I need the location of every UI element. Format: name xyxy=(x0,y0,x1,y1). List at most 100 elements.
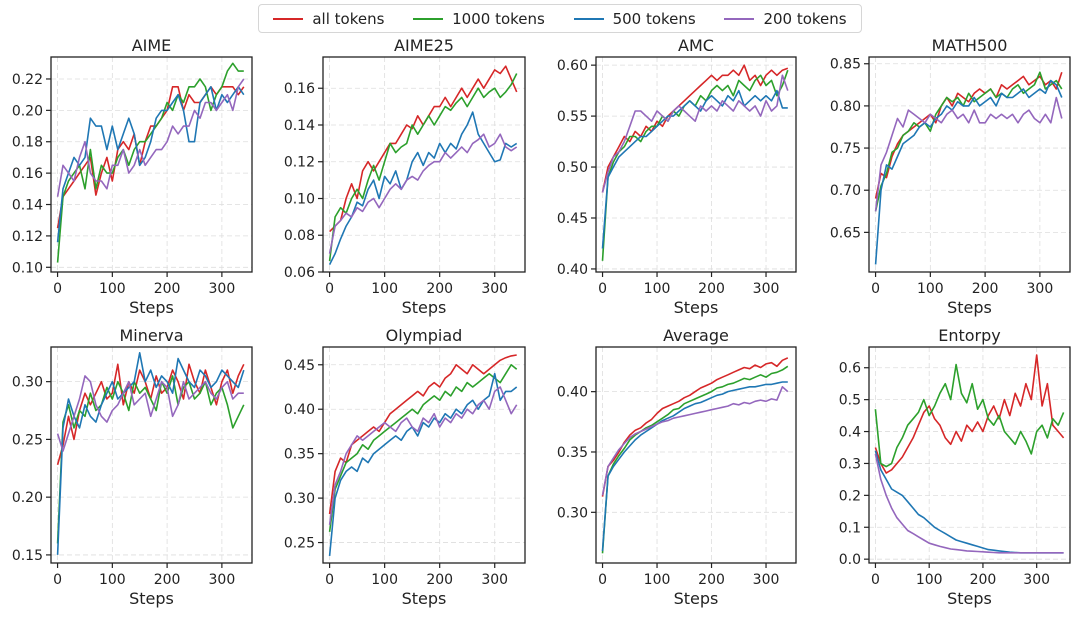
y-tick-label: 0.40 xyxy=(557,262,588,278)
y-tick-label: 0.35 xyxy=(557,445,588,461)
x-tick-label: 100 xyxy=(917,281,944,297)
legend-label-1000-tokens: 1000 tokens xyxy=(452,9,545,28)
chart-title-average: Average xyxy=(663,326,729,345)
legend-swatch-200-tokens xyxy=(724,17,755,20)
x-tick-label: 300 xyxy=(753,281,780,297)
plot-frame xyxy=(50,346,253,564)
series-line-500-tokens xyxy=(328,111,518,265)
x-tick-label: 100 xyxy=(99,572,126,588)
legend-item-500-tokens: 500 tokens xyxy=(573,10,696,28)
series-line-200-tokens xyxy=(56,375,244,452)
y-tick-label: 0.30 xyxy=(284,491,315,507)
legend-item-all-tokens: all tokens xyxy=(273,10,384,28)
y-tick-label: 0.85 xyxy=(830,57,861,73)
chart-title-math500: MATH500 xyxy=(932,36,1008,55)
panel-aime25: 0 100 200 300 0.06 0.08 0.10 0.12 0.14 0.16 AIME25… xyxy=(284,36,526,317)
series-line-500-tokens xyxy=(56,86,245,243)
chart-title-entorpy: Entorpy xyxy=(938,326,1001,345)
legend-swatch-500-tokens xyxy=(573,17,604,20)
series-line-all-tokens xyxy=(601,357,789,497)
y-tick-label: 0.6 xyxy=(839,361,861,377)
plot-frame xyxy=(868,56,1071,273)
chart-title-aime25: AIME25 xyxy=(394,36,454,55)
x-tick-label: 100 xyxy=(371,572,398,588)
y-tick-label: 0.40 xyxy=(284,402,315,418)
series-line-500-tokens xyxy=(601,381,788,551)
series-line-500-tokens xyxy=(56,351,245,555)
x-tick-label: 100 xyxy=(99,281,126,297)
series-line-500-tokens xyxy=(601,89,788,249)
series-line-200-tokens xyxy=(601,74,789,193)
y-tick-label: 0.45 xyxy=(557,211,588,227)
series-line-1000-tokens xyxy=(56,375,245,544)
x-tick-label: 0 xyxy=(325,572,334,588)
panel-aime: 0 100 200 300 0.10 0.12 0.14 0.16 0.18 0.20 0.22 AI… xyxy=(12,36,253,317)
y-tick-label: 0.20 xyxy=(12,490,43,506)
y-tick-label: 0.40 xyxy=(557,385,588,401)
series-line-1000-tokens xyxy=(328,363,518,533)
x-tick-label: 0 xyxy=(871,281,880,297)
x-tick-label: 200 xyxy=(426,572,453,588)
y-tick-label: 0.06 xyxy=(284,265,315,281)
x-tick-label: 200 xyxy=(698,572,725,588)
x-tick-label: 300 xyxy=(481,281,508,297)
y-tick-label: 0.80 xyxy=(830,99,861,115)
x-tick-label: 200 xyxy=(154,281,181,297)
x-tick-label: 0 xyxy=(598,281,607,297)
series-line-200-tokens xyxy=(601,385,789,496)
series-line-500-tokens xyxy=(328,372,518,556)
y-tick-label: 0.45 xyxy=(284,358,315,374)
series-line-200-tokens xyxy=(874,96,1063,212)
x-tick-label: 0 xyxy=(598,572,607,588)
series-line-all-tokens xyxy=(328,354,517,515)
y-tick-label: 0.14 xyxy=(284,118,315,134)
y-tick-label: 0.20 xyxy=(12,103,43,119)
x-axis-label: Steps xyxy=(947,589,992,608)
x-tick-label: 300 xyxy=(1023,572,1050,588)
y-tick-label: 0.30 xyxy=(557,505,588,521)
y-tick-label: 0.60 xyxy=(557,58,588,74)
legend-label-200-tokens: 200 tokens xyxy=(763,9,847,28)
series-line-500-tokens xyxy=(874,79,1063,265)
y-tick-label: 0.10 xyxy=(284,191,315,207)
legend-swatch-all-tokens xyxy=(273,17,304,20)
x-tick-label: 300 xyxy=(209,281,236,297)
y-tick-label: 0.1 xyxy=(839,520,861,536)
plot-frame xyxy=(322,346,526,564)
legend-swatch-1000-tokens xyxy=(413,17,444,20)
series-line-all-tokens xyxy=(329,65,518,233)
y-tick-label: 0.5 xyxy=(839,393,861,409)
x-tick-label: 100 xyxy=(644,572,671,588)
plot-frame xyxy=(868,346,1071,564)
y-tick-label: 0.30 xyxy=(12,375,43,391)
panel-math500: 0 100 200 300 0.65 0.70 0.75 0.80 0.85 MATH500 Ste… xyxy=(830,36,1071,317)
x-tick-label: 300 xyxy=(481,572,508,588)
x-tick-label: 200 xyxy=(970,572,997,588)
y-tick-label: 0.0 xyxy=(839,552,861,568)
y-tick-label: 0.12 xyxy=(12,229,43,245)
series-line-200-tokens xyxy=(874,453,1064,554)
series-line-200-tokens xyxy=(328,133,518,254)
x-axis-label: Steps xyxy=(674,298,719,317)
plot-frame xyxy=(50,56,253,273)
y-tick-label: 0.50 xyxy=(557,160,588,176)
series-line-200-tokens xyxy=(328,386,518,525)
x-axis-label: Steps xyxy=(129,298,174,317)
y-tick-label: 0.08 xyxy=(284,228,315,244)
y-tick-label: 0.14 xyxy=(12,198,43,214)
y-tick-label: 0.4 xyxy=(839,425,861,441)
x-axis-label: Steps xyxy=(402,298,447,317)
y-tick-label: 0.10 xyxy=(12,260,43,276)
series-line-1000-tokens xyxy=(328,73,518,262)
x-tick-label: 0 xyxy=(871,572,880,588)
x-tick-label: 100 xyxy=(916,572,943,588)
series-line-1000-tokens xyxy=(874,363,1065,468)
x-axis-label: Steps xyxy=(402,589,447,608)
panel-minerva: 0 100 200 300 0.15 0.20 0.25 0.30 Minerva Steps xyxy=(12,326,253,608)
y-tick-label: 0.12 xyxy=(284,155,315,171)
x-tick-label: 100 xyxy=(644,281,671,297)
panel-average: 0 100 200 300 0.30 0.35 0.40 Average Steps xyxy=(557,326,797,608)
chart-title-minerva: Minerva xyxy=(119,326,183,345)
series-line-all-tokens xyxy=(874,354,1065,474)
